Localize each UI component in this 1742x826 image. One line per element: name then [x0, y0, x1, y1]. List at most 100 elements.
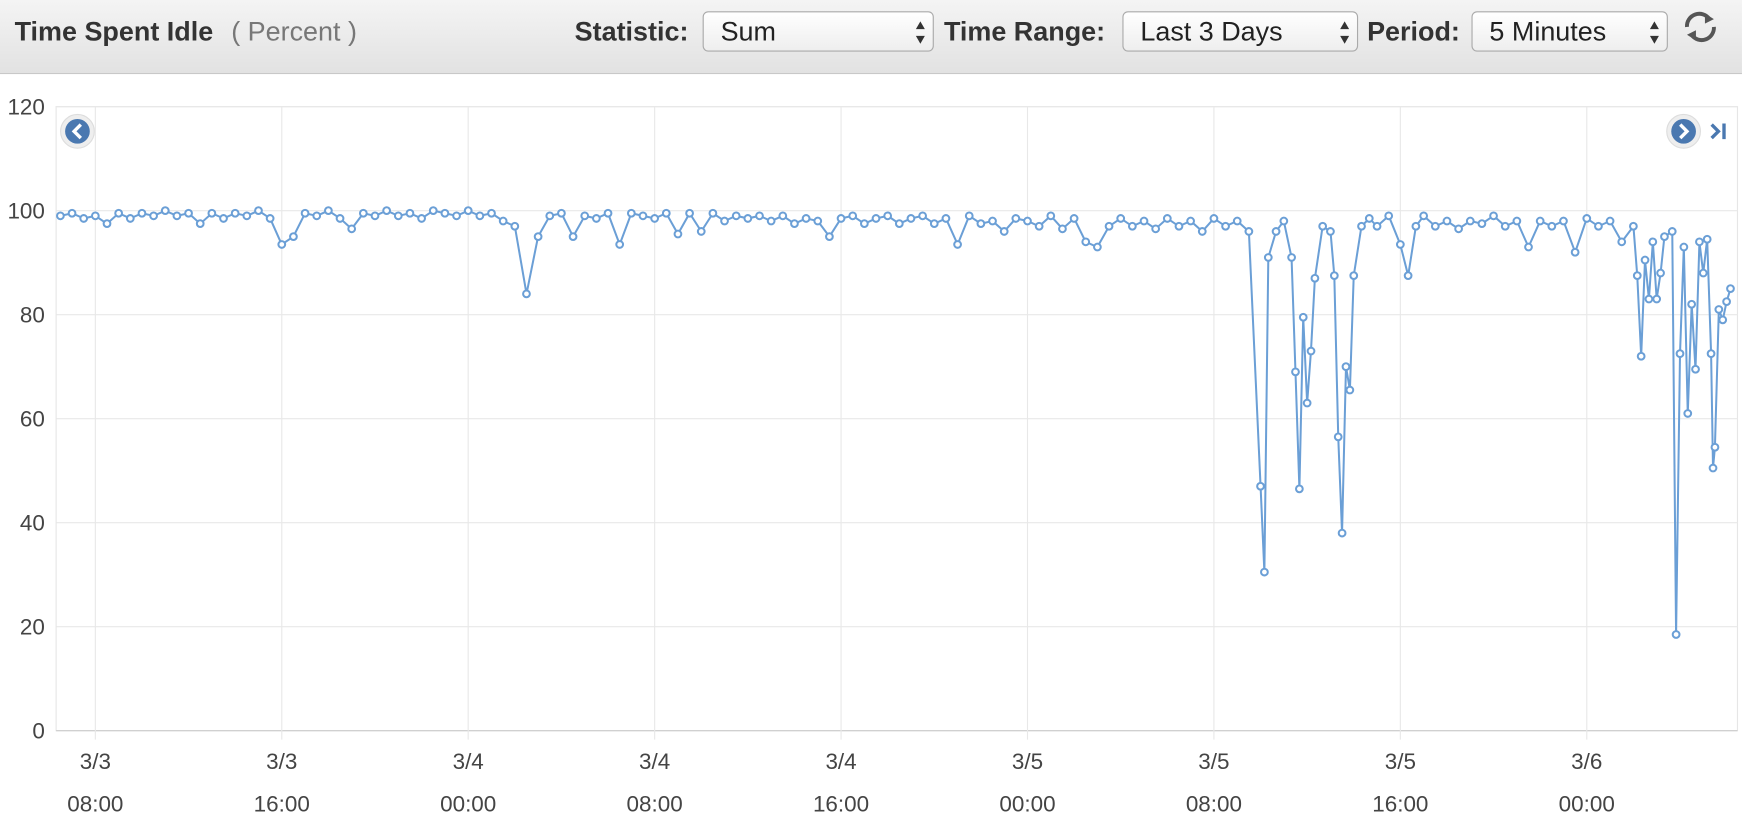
x-tick-label: 3/5 00:00	[999, 749, 1056, 818]
data-point	[638, 211, 648, 221]
select-value: Last 3 Days	[1140, 16, 1283, 48]
data-point	[417, 214, 426, 223]
x-tick-label: 3/3 08:00	[67, 749, 124, 818]
data-point	[673, 229, 683, 239]
data-point	[1291, 367, 1300, 377]
data-point	[242, 211, 252, 221]
period-select[interactable]: 5 Minutes	[1471, 11, 1668, 52]
data-point	[1477, 219, 1487, 229]
data-point	[720, 216, 729, 226]
data-point	[918, 211, 928, 221]
data-point	[731, 211, 741, 221]
data-point	[265, 214, 275, 223]
data-point	[1151, 224, 1161, 234]
data-point	[1411, 221, 1421, 231]
data-point	[580, 211, 590, 221]
data-point	[230, 208, 240, 218]
statistic-select[interactable]: Sum	[702, 11, 934, 52]
data-point	[1364, 214, 1374, 223]
data-point	[825, 232, 834, 242]
data-point	[1337, 528, 1347, 538]
data-point	[1372, 221, 1382, 231]
x-tick-label: 3/4 08:00	[626, 749, 683, 818]
data-point	[324, 206, 333, 216]
data-point	[1726, 284, 1735, 294]
data-point	[1271, 227, 1281, 236]
y-tick-label: 20	[20, 615, 45, 640]
data-point	[1430, 221, 1440, 231]
data-point	[1034, 221, 1044, 231]
data-point	[1310, 273, 1320, 283]
data-point	[1718, 315, 1728, 325]
data-point	[1722, 297, 1731, 307]
data-point	[1302, 398, 1312, 408]
data-point	[650, 214, 660, 223]
data-point	[1058, 224, 1067, 234]
data-point	[1442, 216, 1452, 226]
x-tick-label: 3/4 00:00	[440, 749, 497, 818]
header: Time Spent Idle ( Percent ) Statistic: S…	[0, 0, 1742, 75]
data-point	[1279, 216, 1289, 226]
control-label: Period:	[1367, 16, 1460, 48]
data-point	[964, 211, 974, 221]
data-point	[813, 216, 823, 226]
data-point	[999, 227, 1009, 236]
data-point	[1104, 221, 1114, 231]
data-point	[1263, 253, 1273, 262]
data-point	[603, 208, 613, 218]
data-point	[1714, 305, 1724, 314]
grid	[55, 106, 1739, 740]
data-point	[219, 214, 228, 223]
x-tick-label: 3/3 16:00	[253, 749, 310, 818]
nav-right[interactable]	[1666, 113, 1701, 149]
data-point	[685, 208, 694, 218]
data-point	[533, 232, 543, 242]
time-range-select[interactable]: Last 3 Days	[1122, 11, 1359, 52]
data-point	[1011, 214, 1021, 223]
data-point	[871, 214, 881, 223]
data-point	[56, 211, 65, 221]
data-point	[1648, 237, 1658, 247]
data-point	[1345, 385, 1355, 395]
data-point	[382, 206, 392, 216]
data-point	[1582, 214, 1592, 223]
data-point	[859, 219, 869, 229]
data-point	[1333, 432, 1343, 442]
data-point	[790, 219, 799, 229]
data-point	[1489, 211, 1498, 221]
data-point	[1306, 346, 1316, 356]
data-point	[1287, 253, 1296, 262]
select-arrows	[1649, 21, 1659, 44]
data-point	[626, 208, 636, 218]
nav-end[interactable]	[1710, 123, 1726, 140]
data-point	[1174, 221, 1184, 231]
y-tick-label: 120	[7, 94, 44, 119]
title: Time Spent Idle	[14, 16, 214, 48]
data-point	[428, 206, 438, 216]
select-value: 5 Minutes	[1489, 16, 1607, 48]
select-arrows	[1340, 21, 1350, 44]
data-point	[160, 206, 170, 216]
data-point	[312, 211, 322, 221]
data-point	[836, 214, 846, 223]
data-point	[1632, 271, 1642, 281]
data-point	[1702, 234, 1712, 244]
control-label: Time Range:	[943, 16, 1106, 48]
x-tick-label: 3/4 16:00	[812, 749, 870, 818]
x-tick-label: 3/5 08:00	[1185, 749, 1243, 818]
data-point	[1695, 237, 1704, 247]
data-point	[1570, 247, 1580, 257]
data-point	[370, 211, 380, 221]
data-point	[953, 240, 962, 249]
data-point	[1341, 362, 1351, 372]
refresh-button[interactable]	[1680, 9, 1720, 45]
data-point	[1395, 240, 1405, 249]
select-arrows	[915, 21, 925, 44]
data-point	[1617, 237, 1627, 247]
data-point	[1357, 221, 1366, 231]
data-point	[1244, 227, 1254, 236]
data-point	[1524, 242, 1533, 252]
nav-left[interactable]	[60, 113, 95, 149]
